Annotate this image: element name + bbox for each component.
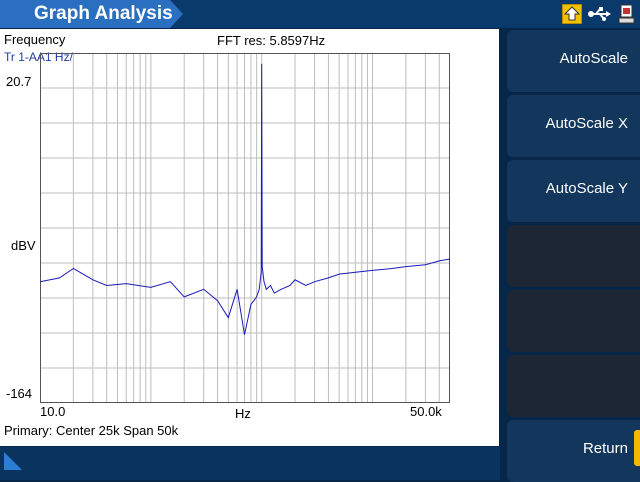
return-indicator (634, 430, 640, 466)
bottom-bar (0, 447, 500, 480)
mode-label: Frequency (4, 32, 66, 47)
blank-softkey-1 (507, 225, 640, 287)
y-unit-label: dBV (11, 238, 36, 253)
corner-icon[interactable] (4, 452, 22, 470)
autoscale-x-label: AutoScale X (545, 115, 628, 132)
x-left-label: 10.0 (40, 404, 66, 419)
autoscale-button[interactable]: AutoScale (507, 30, 640, 92)
blank-softkey-2 (507, 290, 640, 352)
autoscale-x-button[interactable]: AutoScale X (507, 95, 640, 157)
page-title: Graph Analysis (34, 3, 173, 24)
device-icon (618, 4, 635, 24)
title-bar: Graph Analysis (0, 0, 640, 28)
return-label: Return (582, 440, 628, 457)
autoscale-y-button[interactable]: AutoScale Y (507, 160, 640, 222)
plot-grid (40, 53, 450, 403)
fft-res-label: FFT res: 5.8597Hz (217, 33, 326, 48)
autoscale-label: AutoScale (559, 50, 628, 67)
frequency-plot[interactable] (40, 53, 450, 403)
x-right-label: 50.0k (410, 404, 442, 419)
y-bottom-label: -164 (6, 386, 33, 401)
plot-border (40, 53, 450, 403)
y-top-label: 20.7 (6, 74, 32, 89)
x-unit-label: Hz (235, 406, 251, 421)
usb-icon (588, 7, 611, 21)
return-button[interactable]: Return (507, 420, 640, 482)
trace-line (40, 63, 450, 335)
blank-softkey-3 (507, 355, 640, 417)
autoscale-y-label: AutoScale Y (545, 180, 628, 197)
footer-label: Primary: Center 25k Span 50k (4, 423, 179, 438)
home-icon (562, 4, 582, 24)
title-tab (0, 0, 183, 28)
graph-panel: Frequency Tr 1-AA1 Hz/ FFT res: 5.8597Hz… (0, 29, 499, 446)
